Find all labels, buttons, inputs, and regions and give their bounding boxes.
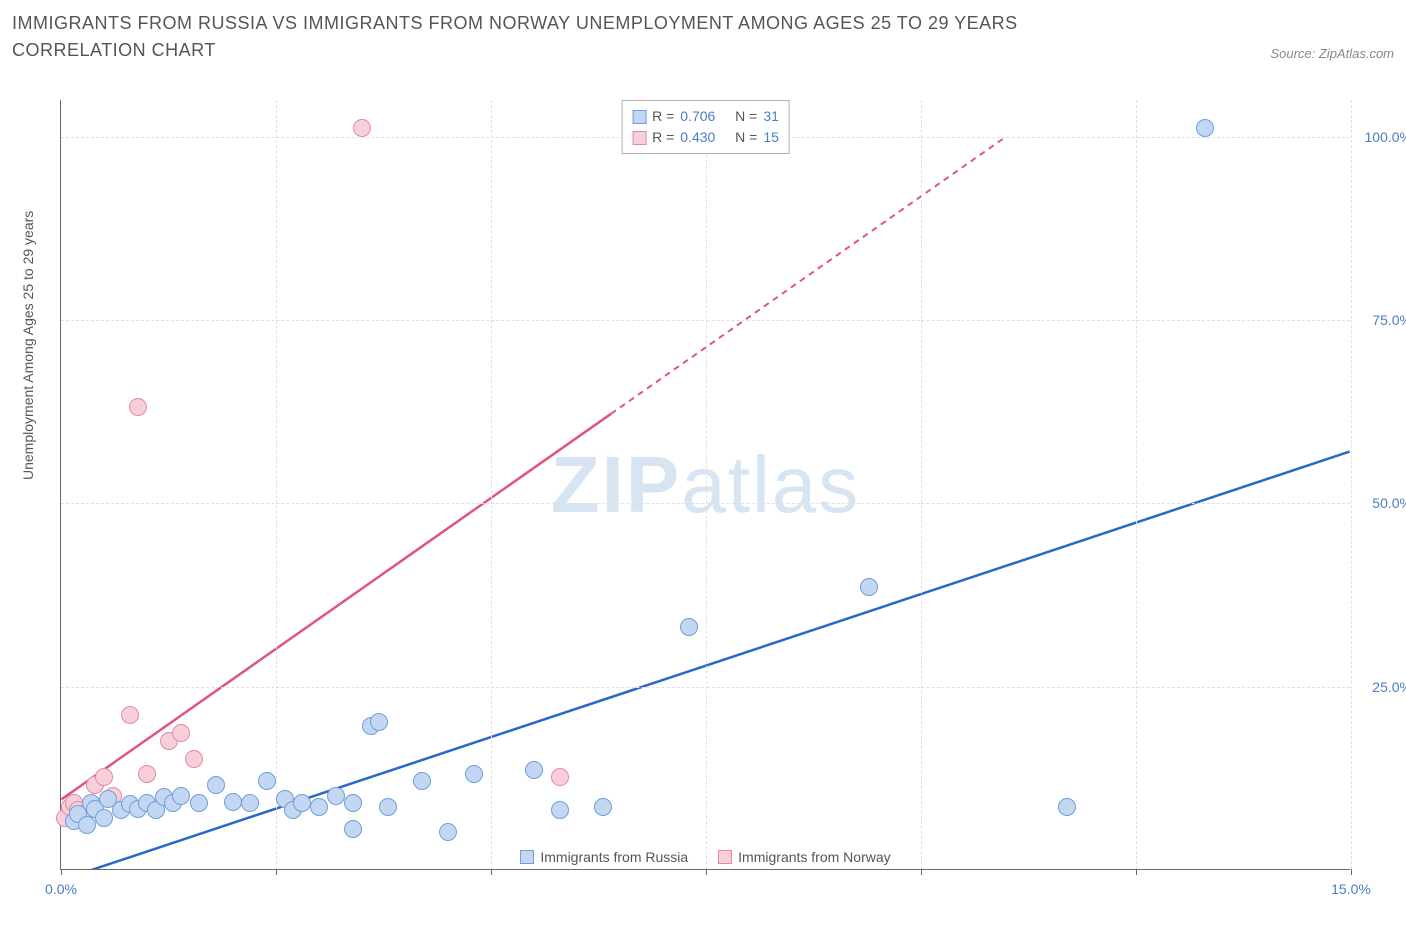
legend-label: Immigrants from Russia xyxy=(540,849,688,865)
data-point-russia xyxy=(860,578,878,596)
y-tick-label: 25.0% xyxy=(1372,679,1406,695)
chart-title: IMMIGRANTS FROM RUSSIA VS IMMIGRANTS FRO… xyxy=(12,10,1112,64)
data-point-russia xyxy=(224,793,242,811)
data-point-russia xyxy=(439,823,457,841)
data-point-norway xyxy=(121,706,139,724)
data-point-russia xyxy=(190,794,208,812)
chart-plot-area: ZIPatlas R =0.706 N =31R =0.430 N =15 Im… xyxy=(60,100,1350,870)
swatch-icon xyxy=(632,131,646,145)
data-point-russia xyxy=(465,765,483,783)
x-tick-label: 0.0% xyxy=(45,881,77,897)
x-tick-mark xyxy=(276,869,277,875)
y-tick-label: 75.0% xyxy=(1372,312,1406,328)
gridline-v xyxy=(276,100,277,869)
data-point-norway xyxy=(551,768,569,786)
n-value: 31 xyxy=(763,106,779,127)
data-point-russia xyxy=(95,809,113,827)
r-label: R = xyxy=(652,106,674,127)
data-point-russia xyxy=(344,820,362,838)
trend-line-dashed-norway xyxy=(611,137,1006,414)
data-point-russia xyxy=(344,794,362,812)
gridline-v xyxy=(921,100,922,869)
stats-legend: R = 0.706 N = 31 R = 0.430 N = 15 xyxy=(621,100,790,154)
r-label: R = xyxy=(652,127,674,148)
data-point-russia xyxy=(207,776,225,794)
x-tick-mark xyxy=(61,869,62,875)
x-tick-mark xyxy=(1136,869,1137,875)
legend-stat-row-norway: R = 0.430 N = 15 xyxy=(632,127,779,148)
y-tick-label: 50.0% xyxy=(1372,495,1406,511)
data-point-russia xyxy=(293,794,311,812)
r-value: 0.706 xyxy=(680,106,715,127)
data-point-norway xyxy=(95,768,113,786)
data-point-russia xyxy=(379,798,397,816)
data-point-russia xyxy=(258,772,276,790)
data-point-russia xyxy=(327,787,345,805)
data-point-russia xyxy=(1196,119,1214,137)
y-tick-label: 100.0% xyxy=(1365,129,1406,145)
data-point-russia xyxy=(310,798,328,816)
legend-item-russia: Immigrants from Russia xyxy=(520,849,688,865)
data-point-russia xyxy=(241,794,259,812)
data-point-russia xyxy=(680,618,698,636)
data-point-norway xyxy=(129,398,147,416)
data-point-norway xyxy=(172,724,190,742)
data-point-russia xyxy=(525,761,543,779)
data-point-russia xyxy=(78,816,96,834)
gridline-v xyxy=(491,100,492,869)
x-tick-mark xyxy=(1351,869,1352,875)
y-axis-label: Unemployment Among Ages 25 to 29 years xyxy=(20,211,36,480)
gridline-v xyxy=(1136,100,1137,869)
x-tick-mark xyxy=(491,869,492,875)
data-point-russia xyxy=(551,801,569,819)
r-value: 0.430 xyxy=(680,127,715,148)
n-label: N = xyxy=(735,127,757,148)
legend-item-norway: Immigrants from Norway xyxy=(718,849,890,865)
gridline-v xyxy=(706,100,707,869)
data-point-russia xyxy=(172,787,190,805)
swatch-icon xyxy=(520,850,534,864)
x-tick-mark xyxy=(706,869,707,875)
data-point-norway xyxy=(185,750,203,768)
data-point-norway xyxy=(353,119,371,137)
chart-source: Source: ZipAtlas.com xyxy=(1270,46,1394,61)
legend-stat-row-russia: R = 0.706 N = 31 xyxy=(632,106,779,127)
data-point-russia xyxy=(594,798,612,816)
swatch-icon xyxy=(718,850,732,864)
x-tick-mark xyxy=(921,869,922,875)
trend-line-norway xyxy=(61,414,611,800)
gridline-v xyxy=(1351,100,1352,869)
data-point-russia xyxy=(370,713,388,731)
n-value: 15 xyxy=(763,127,779,148)
data-point-norway xyxy=(138,765,156,783)
legend-label: Immigrants from Norway xyxy=(738,849,890,865)
data-point-russia xyxy=(1058,798,1076,816)
x-tick-label: 15.0% xyxy=(1331,881,1371,897)
data-point-russia xyxy=(413,772,431,790)
n-label: N = xyxy=(735,106,757,127)
swatch-icon xyxy=(632,110,646,124)
